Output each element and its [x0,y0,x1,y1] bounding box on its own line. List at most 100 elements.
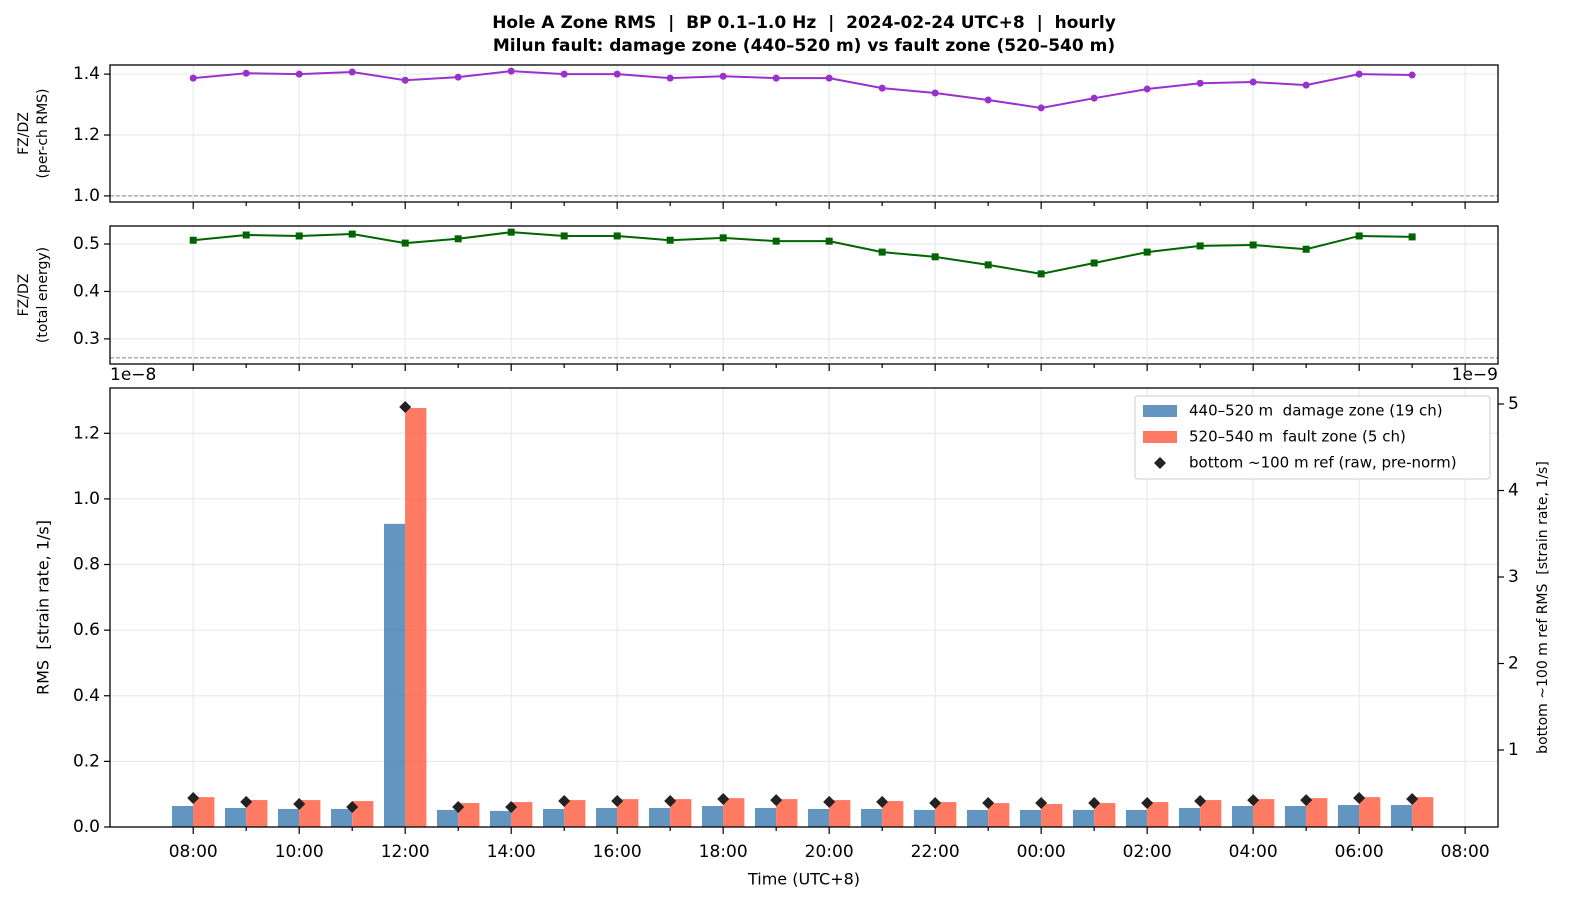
bar [1306,798,1328,827]
legend-label: 520–540 m fault zone (5 ch) [1189,428,1406,446]
y-axis-label: (per-ch RMS) [35,88,51,178]
bar [383,523,406,827]
bar [246,800,268,827]
marker [719,72,727,80]
legend-marker [1154,457,1166,469]
marker [1249,78,1257,86]
marker [1037,270,1045,278]
marker [823,795,836,808]
y-tick-label: 0.2 [73,751,100,771]
bar [1178,807,1201,827]
marker [189,236,197,244]
axes-frame [109,64,1499,203]
axes-frame [109,387,1499,828]
marker [878,248,886,256]
marker [1355,232,1363,240]
y-axis-label: FZ/DZ [16,274,32,317]
bar [829,800,851,827]
y2-tick-label: 2 [1508,654,1519,674]
marker [507,67,515,75]
x-tick-label: 16:00 [593,842,642,862]
line [193,70,1413,109]
x-tick-label: 06:00 [1335,842,1384,862]
marker [401,76,409,84]
marker [931,89,939,97]
bar [1041,804,1063,827]
y-tick-label: 1.4 [73,64,100,84]
bar [1072,809,1095,827]
marker [1353,792,1366,805]
legend-label: bottom ~100 m ref (raw, pre-norm) [1189,454,1457,472]
marker [293,797,306,810]
marker [558,795,571,808]
legend-box [1134,395,1491,480]
x-tick-label: 10:00 [275,842,324,862]
x-tick-label: 02:00 [1123,842,1172,862]
marker [1143,248,1151,256]
x-tick-label: 18:00 [699,842,748,862]
marker [984,96,992,104]
marker [187,792,200,805]
marker [611,795,624,808]
bar [882,801,904,827]
marker [666,74,674,82]
marker [876,795,889,808]
marker [1143,85,1151,93]
marker [1088,797,1101,810]
bar [754,807,777,827]
marker [189,74,197,82]
y-tick-label: 0.8 [73,555,100,575]
marker [454,73,462,81]
y-tick-label: 0.6 [73,620,100,640]
marker [1035,797,1048,810]
bar [1412,797,1434,827]
bar [564,800,586,827]
bar [913,809,936,827]
marker [1302,81,1310,89]
marker [984,261,992,269]
bar [648,807,671,827]
marker [931,253,939,261]
x-axis-label: Time (UTC+8) [747,870,860,889]
marker [613,232,621,240]
x-tick-label: 00:00 [1017,842,1066,862]
title-line: Milun fault: damage zone (440–520 m) vs … [493,36,1115,56]
bar [330,808,353,827]
marker [242,231,250,239]
bar [225,807,247,827]
marker [560,232,568,240]
x-tick-label: 22:00 [911,842,960,862]
offset-label: 1e−9 [1452,365,1498,385]
x-tick-label: 14:00 [487,842,536,862]
y-axis-label: FZ/DZ [16,112,32,155]
marker [825,237,833,245]
y2-axis-label: bottom ~100 m ref RMS [strain rate, 1/s] [1535,461,1551,754]
y-tick-label: 1.2 [73,125,100,145]
y2-tick-label: 5 [1508,394,1519,414]
marker [401,239,409,247]
marker [295,232,303,240]
marker [1037,104,1045,112]
marker [1406,793,1419,806]
bar [1125,809,1148,827]
marker [454,235,462,243]
marker [613,70,621,78]
x-tick-label: 20:00 [805,842,854,862]
marker [929,797,942,810]
offset-label: 1e−8 [110,365,156,385]
bar [1147,802,1169,827]
marker [242,69,250,77]
title-line: Hole A Zone RMS | BP 0.1–1.0 Hz | 2024-0… [492,13,1116,33]
marker [666,236,674,244]
marker [399,401,412,414]
bar [299,800,321,827]
bar [405,408,427,827]
marker [664,795,677,808]
bar [278,808,300,827]
y-tick-label: 1.0 [73,186,100,206]
bar [860,808,883,827]
marker [348,230,356,238]
bar [595,807,618,827]
bar [1094,803,1116,827]
